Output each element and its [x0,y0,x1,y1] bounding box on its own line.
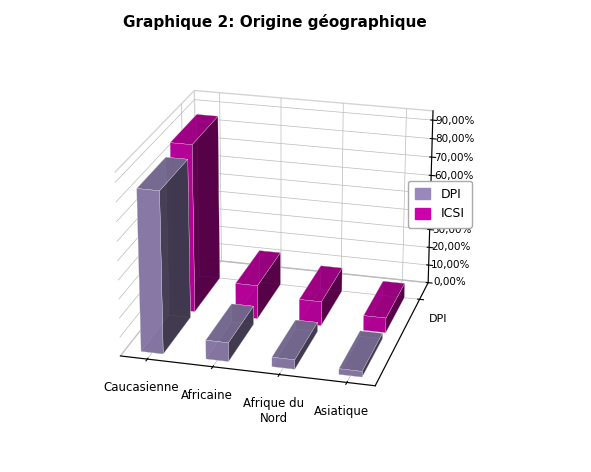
Legend: DPI, ICSI: DPI, ICSI [408,181,472,228]
Title: Graphique 2: Origine géographique: Graphique 2: Origine géographique [123,14,427,30]
